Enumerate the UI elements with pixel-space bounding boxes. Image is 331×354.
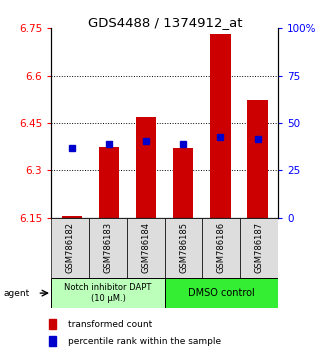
Text: DMSO control: DMSO control [188, 288, 255, 298]
Text: percentile rank within the sample: percentile rank within the sample [69, 337, 221, 346]
Bar [203, 218, 240, 278]
Bar [240, 218, 278, 278]
Bar [165, 218, 203, 278]
Bar [49, 336, 56, 346]
Bar [51, 218, 89, 278]
Text: agent: agent [3, 289, 29, 298]
Text: transformed count: transformed count [69, 320, 153, 329]
Bar [210, 34, 231, 218]
Bar [62, 216, 82, 218]
Bar [89, 218, 127, 278]
Bar [173, 148, 194, 218]
Text: GSM786187: GSM786187 [255, 222, 264, 273]
Bar [247, 100, 268, 218]
Text: GDS4488 / 1374912_at: GDS4488 / 1374912_at [88, 16, 243, 29]
Bar [165, 278, 278, 308]
Bar [51, 278, 165, 308]
Text: Notch inhibitor DAPT
(10 μM.): Notch inhibitor DAPT (10 μM.) [64, 283, 152, 303]
Text: GSM786182: GSM786182 [66, 222, 75, 273]
Bar [127, 218, 165, 278]
Text: GSM786184: GSM786184 [141, 222, 150, 273]
Bar [49, 319, 56, 329]
Text: GSM786183: GSM786183 [104, 222, 113, 273]
Text: GSM786185: GSM786185 [179, 222, 188, 273]
Bar [99, 147, 119, 218]
Text: GSM786186: GSM786186 [217, 222, 226, 273]
Bar [136, 117, 156, 218]
